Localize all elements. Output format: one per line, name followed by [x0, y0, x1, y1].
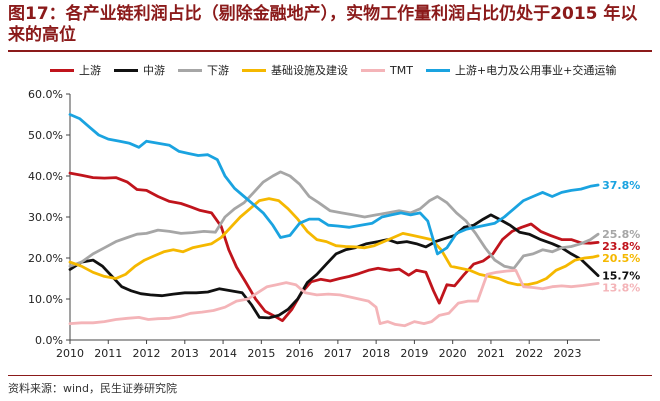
x-tick-label: 2014: [209, 347, 237, 360]
series-line-3: [68, 197, 600, 287]
y-tick-label: 60.0%: [28, 88, 63, 101]
legend-swatch: [242, 68, 266, 72]
x-tick-label: 2011: [94, 347, 122, 360]
legend-swatch: [361, 68, 385, 72]
line-chart: 0.0% 10.0% 20.0% 30.0% 40.0% 50.0% 60.0% 2010 20…: [28, 88, 640, 360]
y-tick-label: 50.0%: [28, 129, 63, 142]
title-divider: [8, 50, 652, 52]
series-line-0: [68, 171, 600, 323]
source-note: 资料来源：wind，民生证券研究院: [8, 382, 178, 395]
series-line-4: [68, 268, 600, 328]
x-tick-label: 2012: [133, 347, 161, 360]
legend-label: 下游: [207, 64, 229, 77]
x-tick-label: 2013: [171, 347, 199, 360]
chart-end-labels: 37.8% 25.8%23.8%20.5% 15.7%13.8%: [602, 179, 640, 295]
legend-label: 上游+电力及公用事业+交通运输: [454, 64, 617, 77]
x-tick-label: 2018: [362, 347, 390, 360]
x-tick-label: 2016: [286, 347, 314, 360]
x-tick-label: 2019: [400, 347, 428, 360]
legend-label: 基础设施及建设: [271, 64, 348, 77]
legend-item-2: 下游: [178, 62, 229, 78]
chart-series: [68, 113, 600, 328]
end-label-1: 15.7%: [602, 270, 640, 283]
x-tick-label: 2010: [56, 347, 84, 360]
y-tick-label: 40.0%: [28, 170, 63, 183]
series-line-1: [68, 213, 600, 320]
legend-item-5: 上游+电力及公用事业+交通运输: [425, 62, 617, 78]
legend-swatch: [178, 68, 202, 72]
series-line-2: [68, 170, 600, 270]
legend-item-3: 基础设施及建设: [242, 62, 348, 78]
end-label-0: 23.8%: [602, 240, 640, 253]
end-label-3: 20.5%: [602, 252, 640, 265]
legend-item-1: 中游: [114, 62, 165, 78]
y-tick-label: 30.0%: [28, 211, 63, 224]
x-tick-label: 2021: [477, 347, 505, 360]
series-line-5: [68, 113, 600, 256]
legend-label: TMT: [390, 63, 413, 77]
legend-label: 上游: [79, 64, 101, 77]
y-tick-label: 20.0%: [28, 252, 63, 265]
x-tick-label: 2023: [553, 347, 581, 360]
x-tick-label: 2022: [515, 347, 543, 360]
end-label-5: 37.8%: [602, 179, 640, 192]
legend-swatch: [425, 68, 450, 72]
legend-item-4: TMT: [361, 64, 413, 77]
legend-item-0: 上游: [50, 62, 101, 78]
y-tick-label: 0.0%: [35, 334, 63, 347]
legend-swatch: [50, 68, 74, 72]
y-tick-label: 10.0%: [28, 293, 63, 306]
legend-swatch: [114, 68, 138, 72]
end-label-4: 13.8%: [602, 282, 640, 295]
legend-label: 中游: [143, 64, 165, 77]
source-divider: [8, 375, 652, 376]
page-title: 图17：各产业链利润占比（剔除金融地产），实物工作量利润占比仍处于2015 年以…: [8, 4, 638, 45]
end-label-2: 25.8%: [602, 228, 640, 241]
chart-legend: 上游 中游 下游 基础设施及建设 TMT 上游+电力及公用事业+交通运输: [50, 60, 650, 80]
chart-axes: 0.0% 10.0% 20.0% 30.0% 40.0% 50.0% 60.0% 2010 20…: [28, 88, 600, 360]
x-tick-label: 2015: [247, 347, 275, 360]
x-tick-label: 2017: [324, 347, 352, 360]
x-tick-label: 2020: [439, 347, 467, 360]
